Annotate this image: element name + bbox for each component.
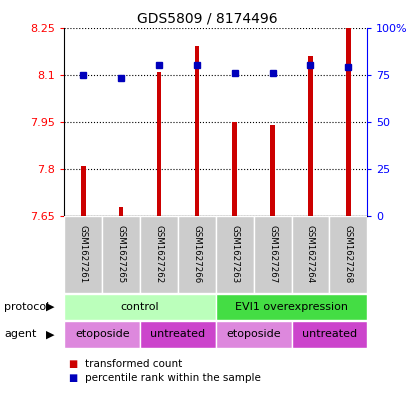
Bar [291,216,330,293]
Bar [64,321,140,348]
Bar [232,122,237,216]
Text: GSM1627261: GSM1627261 [79,225,88,284]
Text: GSM1627268: GSM1627268 [344,225,353,284]
Text: EVI1 overexpression: EVI1 overexpression [235,302,348,312]
Bar [64,216,102,293]
Text: GSM1627262: GSM1627262 [154,225,164,284]
Bar [216,294,367,320]
Text: agent: agent [4,329,37,340]
Text: percentile rank within the sample: percentile rank within the sample [85,373,261,383]
Text: GSM1627266: GSM1627266 [193,225,201,284]
Text: control: control [121,302,159,312]
Text: transformed count: transformed count [85,358,182,369]
Bar [195,46,199,216]
Bar [64,294,216,320]
Bar [157,72,161,216]
Text: ■: ■ [68,358,78,369]
Text: ■: ■ [68,373,78,383]
Text: etoposide: etoposide [75,329,129,340]
Text: ▶: ▶ [46,302,55,312]
Bar [346,28,351,216]
Text: untreated: untreated [150,329,205,340]
Bar [270,125,275,216]
Text: untreated: untreated [302,329,357,340]
Bar [140,216,178,293]
Bar [216,321,291,348]
Text: protocol: protocol [4,302,49,312]
Text: GSM1627264: GSM1627264 [306,225,315,284]
Bar [102,216,140,293]
Text: GSM1627263: GSM1627263 [230,225,239,284]
Text: etoposide: etoposide [226,329,281,340]
Bar [254,216,291,293]
Text: GSM1627265: GSM1627265 [117,225,126,284]
Text: ▶: ▶ [46,329,55,340]
Bar [178,216,216,293]
Text: GSM1627267: GSM1627267 [268,225,277,284]
Bar [140,321,216,348]
Bar [119,207,123,216]
Text: GDS5809 / 8174496: GDS5809 / 8174496 [137,12,278,26]
Bar [216,216,254,293]
Bar [81,166,85,216]
Bar [330,216,367,293]
Bar [308,56,313,216]
Bar [291,321,367,348]
